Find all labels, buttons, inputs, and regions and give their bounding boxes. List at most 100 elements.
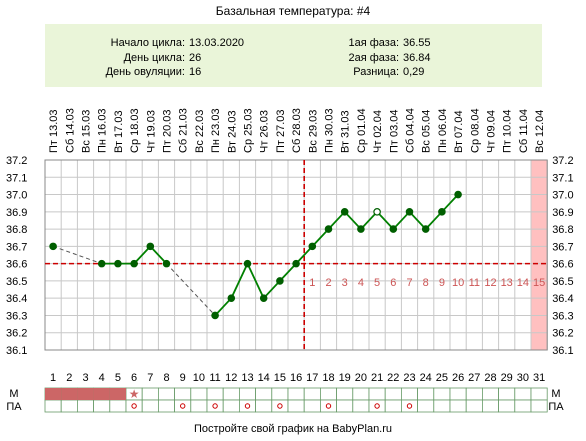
footer-link[interactable]: Постройте свой график на BabyPlan.ru <box>194 423 392 435</box>
luteal-day-number: 11 <box>469 277 480 289</box>
difference-label: Разница: <box>353 66 399 78</box>
phase2-value: 36.84 <box>403 52 431 64</box>
temp-point <box>308 242 317 251</box>
day-number: 9 <box>180 372 186 384</box>
luteal-day-number: 9 <box>439 277 445 289</box>
m-cell <box>400 387 418 401</box>
date-label: Пн 30.03 <box>324 108 336 153</box>
m-cell <box>206 387 224 401</box>
temp-point <box>114 259 122 268</box>
temp-point <box>162 259 171 268</box>
pa-cell <box>44 399 62 413</box>
date-label: Чт 02.04 <box>372 110 384 153</box>
temp-point <box>357 225 365 233</box>
m-cell <box>222 387 240 401</box>
y-tick-left: 36.7 <box>6 241 27 253</box>
temp-point <box>421 225 430 233</box>
m-cell <box>433 387 451 401</box>
star-icon: ★ <box>129 387 140 401</box>
temp-segment-gap <box>52 245 102 265</box>
difference-value: 0,29 <box>403 66 424 78</box>
m-cell <box>238 387 256 401</box>
day-number: 11 <box>209 372 220 384</box>
temp-segment <box>279 263 297 282</box>
pa-cell <box>271 399 289 413</box>
temp-point <box>340 208 349 216</box>
day-number: 18 <box>322 372 334 384</box>
date-label: Пт 20.03 <box>162 109 174 153</box>
pa-cell <box>303 399 321 413</box>
cycle-start-value: 13.03.2020 <box>189 37 244 49</box>
row-label-m: М <box>9 388 18 400</box>
pa-marker <box>406 403 413 409</box>
pa-cell <box>514 399 532 413</box>
date-label: Вс 15.03 <box>81 110 93 153</box>
temp-segment <box>246 263 265 299</box>
m-cell <box>384 387 402 401</box>
y-tick-right: 36.8 <box>552 224 573 236</box>
pa-cell <box>384 399 402 413</box>
temp-point <box>324 225 333 233</box>
pa-cell <box>352 399 370 413</box>
temp-segment <box>295 245 313 265</box>
pa-marker <box>131 403 137 409</box>
pa-cell <box>77 399 95 413</box>
day-number: 10 <box>193 372 205 384</box>
day-number: 12 <box>225 372 237 384</box>
day-number: 30 <box>517 372 529 384</box>
y-tick-left: 37.2 <box>6 155 27 167</box>
day-number: 21 <box>371 372 383 384</box>
ovulation-day-value: 16 <box>189 66 201 78</box>
y-tick-right: 37.1 <box>552 172 573 184</box>
y-tick-left: 36.4 <box>6 293 27 305</box>
pa-cell <box>336 399 354 413</box>
period-cell <box>61 388 78 400</box>
date-label: Ср 08.04 <box>469 108 481 153</box>
y-tick-left: 36.9 <box>6 207 27 219</box>
temp-segment <box>263 280 281 299</box>
temp-segment-gap <box>166 263 216 316</box>
temp-segment <box>392 211 411 230</box>
temp-point <box>292 259 300 268</box>
date-label: Пн 16.03 <box>97 108 109 153</box>
day-number: 29 <box>501 372 513 384</box>
date-label: Сб 14.03 <box>64 108 76 153</box>
date-label: Вс 29.03 <box>307 110 319 153</box>
temp-point <box>227 294 236 302</box>
pa-cell <box>498 399 516 413</box>
temp-point <box>389 225 398 233</box>
date-label: Ср 18.03 <box>129 108 141 153</box>
date-label: Пт 27.03 <box>275 109 287 153</box>
y-tick-right: 36.1 <box>552 345 573 357</box>
luteal-day-number: 5 <box>374 277 380 289</box>
m-cell <box>498 387 516 401</box>
pa-cell <box>174 399 192 413</box>
m-cell <box>530 387 548 401</box>
luteal-day-number: 15 <box>533 277 545 289</box>
m-cell <box>481 387 499 401</box>
pa-cell <box>222 399 240 413</box>
y-tick-left: 36.3 <box>6 310 27 322</box>
day-number: 15 <box>274 372 286 384</box>
temp-point <box>454 190 462 199</box>
temp-segment <box>327 211 346 230</box>
day-number: 28 <box>484 372 496 384</box>
y-tick-right: 36.3 <box>552 310 573 322</box>
moon-icon <box>388 163 397 179</box>
period-cell <box>77 388 94 400</box>
temp-segment <box>311 228 330 247</box>
luteal-day-number: 1 <box>309 277 315 289</box>
luteal-day-number: 10 <box>452 277 464 289</box>
date-label: Вс 22.03 <box>194 110 206 153</box>
date-label: Чт 26.03 <box>259 110 271 153</box>
m-cell <box>319 387 337 401</box>
temp-segment <box>441 193 459 213</box>
day-number: 16 <box>290 372 302 384</box>
date-label: Пт 13.03 <box>48 109 60 153</box>
temp-segment <box>133 245 151 265</box>
temp-segment <box>214 297 232 317</box>
temp-segment <box>344 211 362 230</box>
y-tick-right: 37.2 <box>552 155 573 167</box>
day-number: 7 <box>147 372 153 384</box>
period-cell <box>109 388 126 400</box>
